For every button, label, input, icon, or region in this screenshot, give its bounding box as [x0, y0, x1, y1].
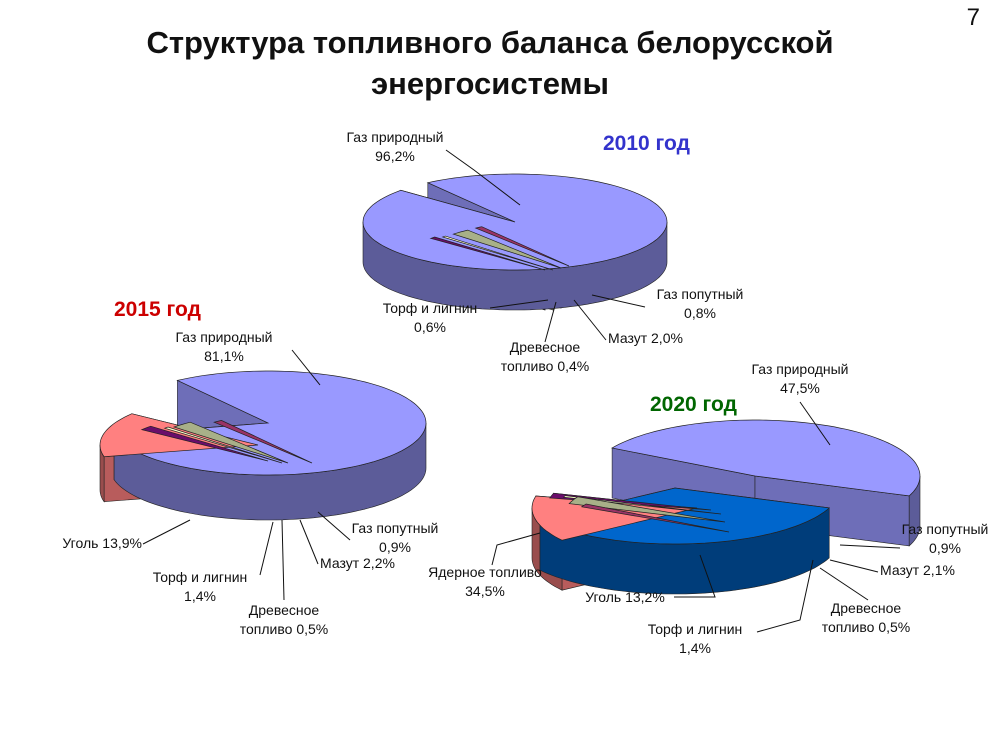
leader-line-wood-fuel-2020 [819, 567, 869, 601]
leader-line-associated-gas-2010 [591, 294, 646, 308]
data-label-line: 0,8% [684, 305, 716, 321]
data-label-associated-gas-2020: Газ попутный 0,9% [902, 521, 989, 556]
slice-wood-fuel-2010 [441, 235, 554, 271]
slice-fuel-oil-2010 [452, 229, 562, 269]
data-label-line: Газ попутный [352, 520, 439, 536]
data-label-nuclear-fuel-2020: Ядерное топливо 34,5% [428, 564, 542, 599]
data-label-peat-lignin-2015: Торф и лигнин 1,4% [153, 569, 248, 604]
data-label-associated-gas-2015: Газ попутный 0,9% [352, 520, 439, 555]
slice-associated-gas-2020 [580, 503, 730, 533]
data-label-line: Газ попутный [657, 286, 744, 302]
data-label-line: Газ природный [752, 361, 849, 377]
chart-title-2015: 2015 год [114, 298, 201, 321]
data-label-natural-gas-2020: Газ природный 47,5% [752, 361, 849, 396]
leader-line-fuel-oil-2015 [299, 519, 319, 565]
leader-line-nuclear-fuel-2020 [491, 532, 541, 566]
data-label-line: 1,4% [679, 640, 711, 656]
data-label-line: Газ природный [176, 329, 273, 345]
slice-associated-gas-2010 [474, 226, 570, 267]
pie-chart-2015: 2015 год Газ природный 81,1% Уголь 13,9% Тор… [62, 298, 438, 637]
data-label-line: Мазут 2,2% [320, 555, 395, 571]
data-label-line: топливо 0,4% [501, 358, 589, 374]
pie-tops-2010 [362, 173, 668, 271]
data-label-natural-gas-2010: Газ природный 96,2% [347, 129, 444, 164]
data-label-line: 0,6% [414, 319, 446, 335]
pie-tops-2015 [99, 370, 427, 476]
slice-natural-gas-2020 [611, 419, 921, 497]
slice-natural-gas-2010 [362, 173, 668, 271]
leader-line-peat-lignin-2020 [756, 559, 814, 633]
leader-line-natural-gas-2020 [799, 401, 831, 446]
data-label-line: 47,5% [780, 380, 820, 396]
leader-line-peat-lignin-2010 [489, 299, 549, 309]
data-label-line: Уголь 13,9% [62, 535, 142, 551]
data-label-line: Газ природный [347, 129, 444, 145]
data-label-peat-lignin-2010: Торф и лигнин 0,6% [383, 300, 478, 335]
slide-title-line-1: Структура топливного баланса белорусской [146, 25, 834, 60]
data-label-fuel-oil-2015: Мазут 2,2% [320, 555, 395, 571]
data-label-line: 81,1% [204, 348, 244, 364]
data-label-line: Торф и лигнин [648, 621, 743, 637]
slice-associated-gas-2015 [213, 420, 313, 464]
slice-fuel-oil-2015 [172, 421, 289, 464]
leader-line-associated-gas-2015 [317, 511, 351, 541]
data-label-line: Ядерное топливо [428, 564, 542, 580]
data-label-wood-fuel-2010: Древесное топливо 0,4% [501, 339, 589, 374]
leader-line-natural-gas-2010 [445, 149, 521, 206]
leader-line-associated-gas-2020 [839, 544, 901, 549]
data-label-line: Уголь 13,2% [585, 589, 665, 605]
leader-line-natural-gas-2015 [291, 349, 321, 386]
data-label-natural-gas-2015: Газ природный 81,1% [176, 329, 273, 364]
data-label-peat-lignin-2020: Торф и лигнин 1,4% [648, 621, 743, 656]
leader-line-fuel-oil-2010 [573, 299, 607, 341]
leader-line-wood-fuel-2010 [544, 301, 557, 343]
data-label-associated-gas-2010: Газ попутный 0,8% [657, 286, 744, 321]
page-number: 7 [966, 4, 980, 31]
data-label-line: 96,2% [375, 148, 415, 164]
data-label-fuel-oil-2010: Мазут 2,0% [608, 330, 683, 346]
data-label-coal-2015: Уголь 13,9% [62, 535, 142, 551]
data-label-line: Древесное [510, 339, 581, 355]
leader-line-fuel-oil-2020 [829, 559, 879, 573]
leader-line-coal-2015 [142, 519, 191, 545]
data-label-line: Торф и лигнин [153, 569, 248, 585]
data-label-line: 1,4% [184, 588, 216, 604]
data-label-line: топливо 0,5% [240, 621, 328, 637]
data-label-line: Газ попутный [902, 521, 989, 537]
pie-tops-2020 [531, 419, 921, 545]
data-label-line: 34,5% [465, 583, 505, 599]
slice-peat-lignin-2015 [140, 425, 269, 462]
data-label-line: Древесное [831, 600, 902, 616]
leader-line-wood-fuel-2015 [281, 519, 285, 601]
slide-title-line-2: энергосистемы [370, 66, 609, 101]
data-label-line: топливо 0,5% [822, 619, 910, 635]
data-label-fuel-oil-2020: Мазут 2,1% [880, 562, 955, 578]
data-label-line: Торф и лигнин [383, 300, 478, 316]
data-label-line: 0,9% [929, 540, 961, 556]
data-label-coal-2020: Уголь 13,2% [585, 589, 665, 605]
data-label-line: 0,9% [379, 539, 411, 555]
pie-chart-2020: 2020 год Газ природный 47,5% Ядерное топлив… [428, 361, 988, 656]
chart-title-2020: 2020 год [650, 393, 737, 416]
slice-wood-fuel-2015 [163, 426, 283, 464]
slide-title: Структура топливного баланса белорусской… [60, 22, 920, 104]
data-label-line: Древесное [249, 602, 320, 618]
slice-peat-lignin-2010 [429, 236, 546, 271]
data-label-wood-fuel-2015: Древесное топливо 0,5% [240, 602, 328, 637]
data-label-line: Мазут 2,0% [608, 330, 683, 346]
data-label-line: Мазут 2,1% [880, 562, 955, 578]
chart-title-2010: 2010 год [603, 132, 690, 155]
slice-fuel-oil-2020 [568, 496, 726, 523]
leader-line-coal-2020 [674, 554, 716, 598]
pie-chart-2010: 2010 год Газ природный 96,2% Торф и лигнин 0… [347, 129, 744, 374]
leader-line-peat-lignin-2015 [259, 521, 274, 576]
data-label-wood-fuel-2020: Древесное топливо 0,5% [822, 600, 910, 635]
